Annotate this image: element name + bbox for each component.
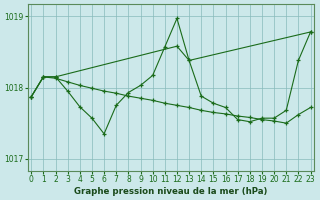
X-axis label: Graphe pression niveau de la mer (hPa): Graphe pression niveau de la mer (hPa) [74, 187, 268, 196]
